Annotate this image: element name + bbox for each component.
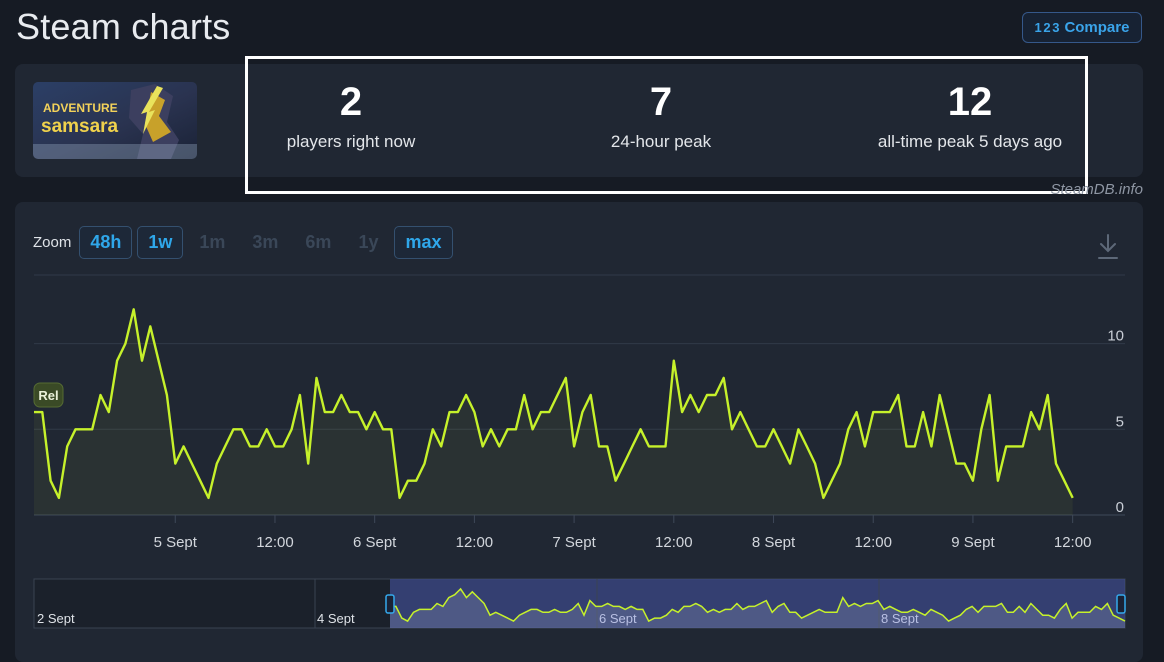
x-tick-label: 12:00: [1054, 534, 1092, 551]
peak-24h-label: 24-hour peak: [610, 132, 712, 151]
players-now-value: 2: [339, 80, 363, 124]
stats-highlight-box: [245, 56, 1088, 194]
all-time-peak-value: 12: [947, 80, 993, 124]
download-icon[interactable]: [1097, 233, 1119, 261]
compare-icon: 1 2 3: [1034, 20, 1060, 35]
page-title: Steam charts: [16, 6, 231, 47]
steamdb-credit: SteamDB.info: [1050, 181, 1143, 198]
app-info-panel: [15, 64, 1143, 177]
zoom-3m-button[interactable]: 3m: [252, 232, 279, 252]
series-area: [34, 309, 1073, 515]
zoom-controls: Zoom 48h 1w 1m 3m 6m 1y max: [33, 226, 458, 259]
y-tick-label: 10: [1107, 328, 1124, 345]
navigator-right-handle[interactable]: [1116, 594, 1126, 614]
game-capsule-image[interactable]: ADVENTURE samsara: [33, 82, 197, 159]
peak-24h-stat: 7 24-hour peak: [531, 82, 791, 152]
players-now-label: players right now: [286, 132, 416, 151]
y-tick-label: 0: [1116, 499, 1124, 516]
zoom-1y-button[interactable]: 1y: [358, 232, 379, 252]
navigator-x-label: 4 Sept: [317, 611, 355, 626]
x-tick-label: 9 Sept: [951, 534, 995, 551]
navigator-x-label: 8 Sept: [881, 611, 919, 626]
all-time-peak-stat: 12 all-time peak 5 days ago: [840, 82, 1100, 152]
navigator-x-label: 6 Sept: [599, 611, 637, 626]
x-tick-label: 6 Sept: [353, 534, 397, 551]
capsule-title-line1: ADVENTURE: [43, 101, 118, 115]
navigator-series-line: [390, 587, 1126, 623]
zoom-max-button[interactable]: max: [394, 226, 453, 259]
x-tick-label: 12:00: [655, 534, 693, 551]
navigator-series-area: [390, 588, 1125, 628]
capsule-title-line2: samsara: [41, 116, 119, 137]
zoom-6m-button[interactable]: 6m: [305, 232, 332, 252]
x-tick-label: 12:00: [854, 534, 892, 551]
zoom-1m-button[interactable]: 1m: [199, 232, 226, 252]
peak-24h-value: 7: [649, 80, 673, 124]
y-tick-label: 5: [1116, 413, 1124, 430]
release-flag: [33, 382, 64, 408]
all-time-peak-label: all-time peak 5 days ago: [877, 132, 1063, 151]
navigator-left-handle[interactable]: [385, 594, 395, 614]
x-tick-label: 5 Sept: [154, 534, 198, 551]
release-flag-label: Rel: [38, 388, 58, 403]
zoom-label: Zoom: [33, 234, 72, 251]
series-line-players: [34, 308, 1074, 500]
x-tick-label: 12:00: [456, 534, 494, 551]
players-now-stat: 2 players right now: [221, 82, 481, 152]
compare-label: Compare: [1064, 19, 1130, 36]
zoom-48h-button[interactable]: 48h: [79, 226, 133, 259]
navigator-x-label: 2 Sept: [37, 611, 75, 626]
zoom-1w-button[interactable]: 1w: [137, 226, 184, 259]
compare-button[interactable]: 1 2 3 Compare: [1022, 12, 1142, 43]
x-tick-label: 7 Sept: [552, 534, 596, 551]
x-tick-label: 8 Sept: [752, 534, 796, 551]
x-tick-label: 12:00: [256, 534, 294, 551]
